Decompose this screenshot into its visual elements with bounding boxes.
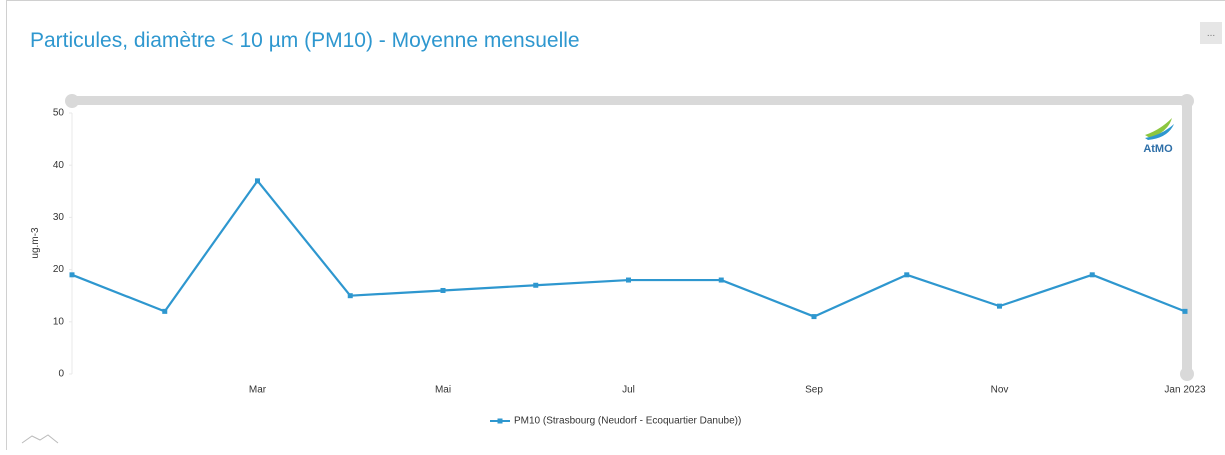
- data-point: [441, 288, 446, 293]
- legend-label: PM10 (Strasbourg (Neudorf - Ecoquartier …: [514, 416, 741, 427]
- y-axis-label: ug.m-3: [30, 227, 41, 259]
- x-tick-label: Jul: [622, 385, 635, 396]
- y-tick-label: 20: [53, 264, 65, 275]
- data-point: [348, 293, 353, 298]
- data-line: [72, 181, 1185, 317]
- y-tick-label: 50: [53, 108, 65, 119]
- data-point: [812, 314, 817, 319]
- x-tick-label: Jan 2023: [1164, 385, 1206, 396]
- x-tick-label: Sep: [805, 385, 823, 396]
- x-tick-label: Nov: [991, 385, 1009, 396]
- y-tick-label: 10: [53, 316, 65, 327]
- data-point: [162, 309, 167, 314]
- footer-icon: [22, 435, 58, 443]
- data-point: [719, 278, 724, 283]
- data-point: [997, 304, 1002, 309]
- chart-title: Particules, diamètre < 10 µm (PM10) - Mo…: [30, 29, 580, 52]
- y-tick-label: 0: [58, 369, 64, 380]
- menu-label[interactable]: ...: [1207, 28, 1215, 39]
- y-tick-label: 40: [53, 160, 65, 171]
- logo-text: AtMO: [1143, 143, 1173, 155]
- horizontal-scrollbar[interactable]: [72, 96, 1187, 105]
- data-point: [255, 178, 260, 183]
- data-point: [1183, 309, 1188, 314]
- x-tick-label: Mai: [435, 385, 451, 396]
- data-point: [626, 278, 631, 283]
- frame: [7, 1, 1225, 451]
- x-tick-label: Mar: [249, 385, 267, 396]
- data-point: [533, 283, 538, 288]
- vertical-scrollbar[interactable]: [1182, 101, 1192, 374]
- scroll-handle[interactable]: [1180, 367, 1194, 381]
- legend-marker: [498, 419, 503, 424]
- scroll-handle[interactable]: [65, 94, 79, 108]
- data-point: [70, 272, 75, 277]
- y-tick-label: 30: [53, 212, 65, 223]
- data-point: [1090, 272, 1095, 277]
- data-point: [904, 272, 909, 277]
